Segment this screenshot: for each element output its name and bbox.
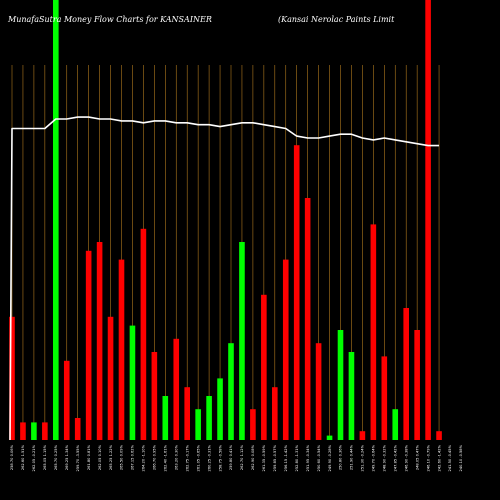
bar — [261, 294, 267, 440]
bar — [20, 422, 26, 440]
x-tick-label: 265.50 0.09% — [120, 444, 124, 470]
chart-title-left: MunafaSutra Money Flow Charts for KANSAI… — [7, 15, 212, 24]
x-tick-label: 248.05 0.47% — [415, 444, 419, 470]
x-tick-label: 247.85 -0.42% — [393, 444, 397, 471]
bar — [129, 325, 136, 440]
x-tick-label: 259.80 0.41% — [229, 444, 233, 470]
x-tick-label: 250.60 -0.54% — [317, 444, 321, 471]
x-tick-label: 249.70 -0.64% — [372, 444, 376, 471]
bar — [326, 435, 333, 440]
bar — [206, 396, 212, 440]
bar — [293, 145, 300, 440]
bar — [315, 343, 322, 440]
x-tick-label: 269.25 1.34% — [65, 444, 69, 470]
x-tick-label: 264.20 -1.10% — [142, 444, 146, 471]
x-tick-label: 262.90 0.08% — [251, 444, 255, 470]
x-tick-label: 260.25 -0.31% — [207, 444, 211, 471]
x-tick-label: 249.90 -0.28% — [328, 444, 332, 471]
bar — [140, 228, 147, 440]
bar — [195, 409, 201, 440]
x-tick-label: 263.20 0.30% — [174, 444, 178, 470]
bar — [228, 343, 234, 440]
x-tick-label: 258.70 0.06% — [10, 444, 14, 470]
bar — [162, 396, 169, 440]
x-tick-label: 251.95 -0.34% — [306, 444, 310, 471]
bar — [370, 224, 377, 440]
x-tick-label: 265.05 1.15% — [43, 444, 47, 470]
x-tick-label: 259.70 -3.55% — [76, 444, 80, 471]
x-tick-label: 240.10 -0.58% — [459, 444, 463, 471]
bar — [282, 259, 289, 440]
x-tick-label: 267.15 0.62% — [131, 444, 135, 470]
bar — [85, 250, 92, 440]
price-line — [9, 116, 440, 441]
bar — [42, 422, 48, 440]
x-tick-label: 250.80 0.36% — [339, 444, 343, 470]
x-tick-label: 261.05 -0.65% — [196, 444, 200, 471]
bar — [337, 330, 344, 440]
x-tick-label: 258.75 -0.58% — [218, 444, 222, 471]
chart-title-right: (Kansai Nerolac Paints Limit — [278, 15, 395, 24]
x-tick-label: 266.70 0.95% — [153, 444, 157, 470]
bar — [392, 409, 399, 440]
x-tick-label: 256.15 -1.42% — [284, 444, 288, 471]
x-tick-label: 261.80 0.81% — [87, 444, 91, 470]
bar — [63, 360, 70, 440]
bar — [425, 0, 431, 440]
bar — [381, 356, 388, 440]
x-tick-label: 248.90 -0.32% — [383, 444, 387, 471]
tick-layer: 258.70 0.06% 262.60 1.51% 262.05 -0.21% 265… — [10, 444, 463, 471]
x-tick-label: 246.90 -0.38% — [404, 444, 408, 471]
x-tick-label: 251.30 -0.24% — [361, 444, 365, 471]
bar — [107, 316, 114, 440]
x-tick-label: 252.80 -1.31% — [295, 444, 299, 471]
x-tick-label: 241.50 -0.45% — [448, 444, 452, 471]
bar — [96, 242, 103, 440]
bar — [239, 242, 245, 440]
bar — [250, 409, 256, 440]
bar — [359, 431, 366, 440]
x-tick-label: 265.70 0.25% — [54, 444, 58, 470]
x-tick-label: 262.05 -0.21% — [32, 444, 36, 471]
x-tick-label: 262.70 1.12% — [240, 444, 244, 470]
bar — [173, 338, 180, 440]
bar — [9, 316, 15, 440]
bar — [272, 387, 278, 440]
bar — [53, 0, 59, 440]
x-tick-label: 262.05 0.10% — [98, 444, 102, 470]
line-layer — [9, 116, 440, 441]
bar — [414, 330, 420, 440]
x-tick-label: 261.35 -0.59% — [262, 444, 266, 471]
bar — [348, 352, 355, 440]
bar — [304, 198, 311, 440]
bar — [31, 422, 37, 440]
bar — [184, 387, 190, 440]
bar-layer — [9, 0, 442, 440]
bar — [403, 308, 409, 440]
x-tick-label: 265.25 1.22% — [109, 444, 113, 470]
x-tick-label: 262.60 1.51% — [21, 444, 25, 470]
bar — [151, 352, 158, 440]
x-tick-label: 262.75 -0.17% — [185, 444, 189, 471]
bar — [118, 259, 125, 440]
x-tick-label: 246.10 -0.79% — [426, 444, 430, 471]
x-tick-label: 259.85 -0.57% — [273, 444, 277, 471]
x-tick-label: 242.60 -1.42% — [437, 444, 441, 471]
bar — [74, 418, 81, 440]
x-tick-label: 251.90 0.44% — [350, 444, 354, 470]
bar — [436, 431, 442, 440]
x-tick-label: 262.40 -1.61% — [164, 444, 168, 471]
bar — [217, 378, 223, 440]
